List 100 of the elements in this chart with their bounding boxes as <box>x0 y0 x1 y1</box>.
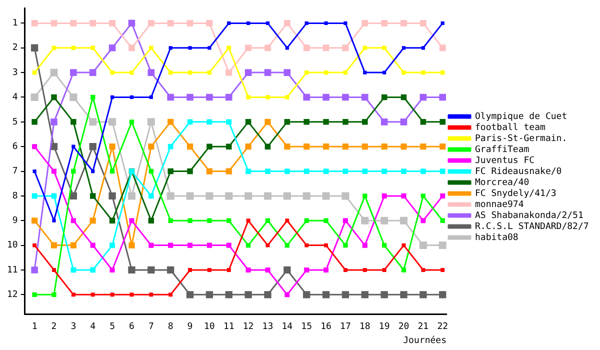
point <box>323 168 329 174</box>
point <box>109 20 116 26</box>
point <box>166 266 174 274</box>
point <box>52 292 56 297</box>
point <box>128 266 136 274</box>
point <box>51 94 57 100</box>
point <box>284 292 290 298</box>
point <box>362 144 368 150</box>
point <box>186 20 194 26</box>
x-tick-label: 9 <box>187 322 193 332</box>
point <box>265 218 270 223</box>
point <box>90 94 96 100</box>
point <box>438 242 446 250</box>
point <box>149 292 154 297</box>
point <box>32 144 38 150</box>
point <box>303 291 310 298</box>
point <box>70 69 77 76</box>
point <box>72 144 76 148</box>
point <box>109 144 116 150</box>
legend-label: FC Rideausnake/0 <box>475 166 562 177</box>
x-tick-label: 2 <box>51 322 57 332</box>
point <box>380 216 388 224</box>
point <box>52 268 56 272</box>
point <box>71 292 76 297</box>
point <box>89 118 97 126</box>
point <box>419 242 427 250</box>
y-tick-label: 3 <box>12 68 18 78</box>
point <box>440 268 445 272</box>
point <box>304 267 310 272</box>
point <box>421 268 426 272</box>
point <box>128 192 136 200</box>
point <box>148 20 154 26</box>
x-tick-label: 16 <box>320 322 332 332</box>
point <box>51 168 56 174</box>
point <box>264 118 271 125</box>
y-tick-label: 5 <box>12 117 18 128</box>
point <box>32 292 37 297</box>
legend-label: Paris-St-Germain. <box>475 134 568 144</box>
point <box>400 216 408 224</box>
point <box>89 69 96 76</box>
point <box>420 218 426 224</box>
point <box>420 94 427 101</box>
point <box>89 143 96 150</box>
point <box>284 144 290 150</box>
point <box>420 168 426 174</box>
point <box>186 192 194 200</box>
point <box>227 21 231 26</box>
point <box>304 70 309 75</box>
point <box>188 218 192 223</box>
point <box>380 118 388 126</box>
point <box>148 168 154 174</box>
point <box>148 242 154 248</box>
point <box>266 95 270 100</box>
x-tick-label: 17 <box>340 322 351 332</box>
point <box>70 242 76 248</box>
point <box>342 192 350 200</box>
point <box>128 242 135 248</box>
point <box>50 68 58 76</box>
point <box>302 192 310 200</box>
point <box>206 192 214 200</box>
x-axis-title: Journées <box>403 334 446 346</box>
point <box>285 95 290 100</box>
point <box>50 242 58 248</box>
point <box>90 292 95 297</box>
point <box>342 291 350 298</box>
point <box>90 242 96 248</box>
point <box>284 266 291 274</box>
point <box>130 70 134 75</box>
point <box>402 70 406 75</box>
point <box>324 267 329 272</box>
x-tick-label: 21 <box>418 322 429 332</box>
point <box>32 119 38 125</box>
point <box>110 70 114 75</box>
point <box>362 168 368 174</box>
point <box>207 268 212 272</box>
point <box>148 218 154 224</box>
x-tick-label: 22 <box>437 322 448 332</box>
point <box>226 242 232 248</box>
point <box>70 93 78 101</box>
point <box>31 20 38 26</box>
point <box>246 21 250 26</box>
point <box>168 218 173 223</box>
point <box>186 94 194 101</box>
point <box>246 242 251 248</box>
point <box>50 118 58 126</box>
point <box>304 144 310 150</box>
point <box>361 94 368 101</box>
point <box>362 119 368 125</box>
legend-label: Juventus FC <box>475 156 535 166</box>
point <box>342 144 349 150</box>
point <box>32 243 37 248</box>
point <box>284 69 291 76</box>
point <box>147 118 155 126</box>
point <box>324 243 328 248</box>
point <box>440 119 446 125</box>
point <box>225 192 233 200</box>
point <box>90 46 96 50</box>
point <box>226 46 232 50</box>
point <box>149 95 153 100</box>
legend-label: R.C.S.L STANDARD/82/7 <box>475 222 589 232</box>
